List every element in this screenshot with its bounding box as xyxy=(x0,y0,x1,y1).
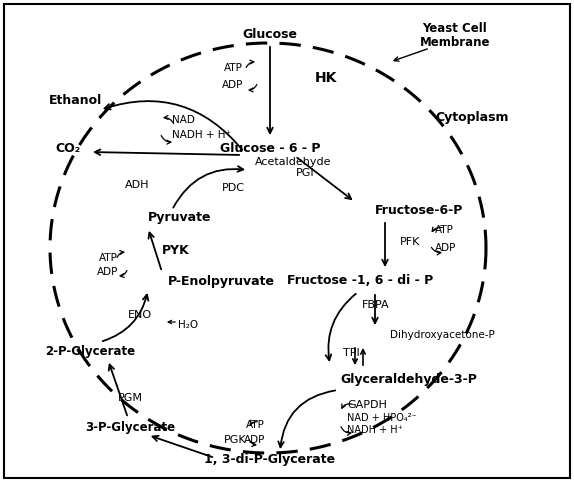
Text: ADP: ADP xyxy=(222,80,243,90)
Text: PGK: PGK xyxy=(224,435,246,445)
Text: 3-P-Glycerate: 3-P-Glycerate xyxy=(85,421,175,434)
Text: ATP: ATP xyxy=(224,63,243,73)
Text: ATP: ATP xyxy=(435,225,454,235)
Text: TPI: TPI xyxy=(343,348,360,358)
Text: Fructose-6-P: Fructose-6-P xyxy=(375,203,463,216)
Text: PGI: PGI xyxy=(296,168,315,178)
Text: Glucose - 6 - P: Glucose - 6 - P xyxy=(220,142,320,155)
Text: FBPA: FBPA xyxy=(362,300,390,310)
Text: NADH + H⁺: NADH + H⁺ xyxy=(172,130,231,140)
Text: Ethanol: Ethanol xyxy=(48,94,102,107)
Text: P-Enolpyruvate: P-Enolpyruvate xyxy=(168,276,275,289)
Text: 2-P-Glycerate: 2-P-Glycerate xyxy=(45,346,135,359)
Text: ATP: ATP xyxy=(246,420,265,430)
Text: ADP: ADP xyxy=(245,435,266,445)
Text: ENO: ENO xyxy=(128,310,152,320)
Text: PDC: PDC xyxy=(222,183,245,193)
Text: HK: HK xyxy=(315,71,338,85)
Text: ATP: ATP xyxy=(99,253,118,263)
Text: NAD + HPO₄²⁻: NAD + HPO₄²⁻ xyxy=(347,413,417,423)
Text: Membrane: Membrane xyxy=(420,36,490,49)
Text: ADP: ADP xyxy=(96,267,118,277)
Text: NAD: NAD xyxy=(172,115,195,125)
Text: ADP: ADP xyxy=(435,243,456,253)
Text: NADH + H⁺: NADH + H⁺ xyxy=(347,425,403,435)
Text: Glucose: Glucose xyxy=(242,28,297,41)
Text: Yeast Cell: Yeast Cell xyxy=(422,22,487,35)
Text: GAPDH: GAPDH xyxy=(347,400,387,410)
Text: Cytoplasm: Cytoplasm xyxy=(435,111,509,124)
Text: 1, 3-di-P-Glycerate: 1, 3-di-P-Glycerate xyxy=(204,454,336,467)
Text: H₂O: H₂O xyxy=(178,320,198,330)
Text: Acetaldehyde: Acetaldehyde xyxy=(255,157,332,167)
Text: CO₂: CO₂ xyxy=(56,142,80,155)
Text: Fructose -1, 6 - di - P: Fructose -1, 6 - di - P xyxy=(287,273,433,286)
Text: Pyruvate: Pyruvate xyxy=(148,212,211,225)
Text: PGM: PGM xyxy=(118,393,143,403)
Text: Glyceraldehyde-3-P: Glyceraldehyde-3-P xyxy=(340,374,477,387)
Text: PFK: PFK xyxy=(400,237,420,247)
Text: PYK: PYK xyxy=(162,243,190,256)
Text: Dihydroxyacetone-P: Dihydroxyacetone-P xyxy=(390,330,495,340)
Text: ADH: ADH xyxy=(125,180,149,190)
